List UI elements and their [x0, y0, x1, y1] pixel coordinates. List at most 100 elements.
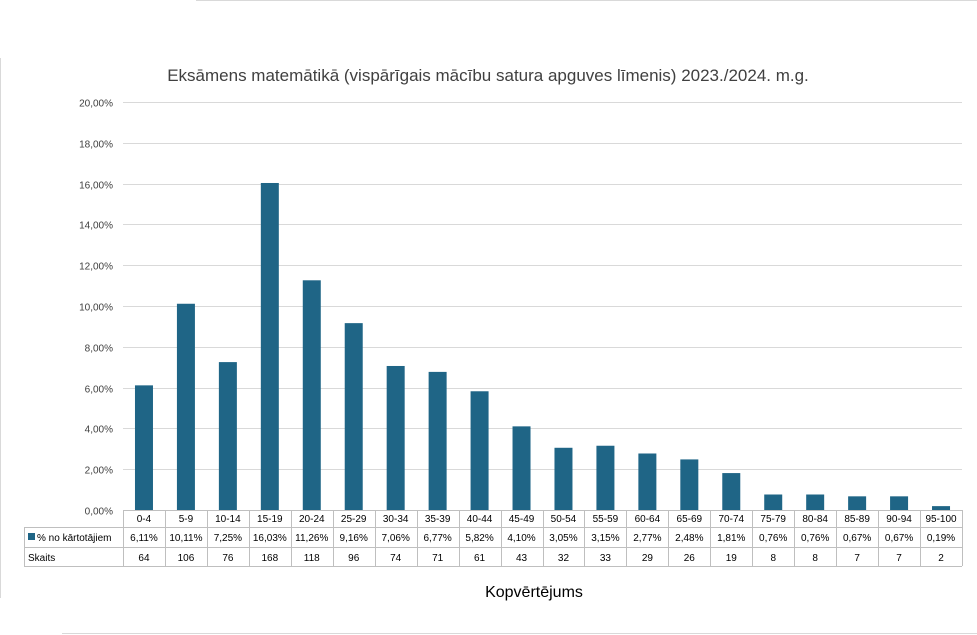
x-tick-label: 75-79	[760, 514, 786, 525]
bars	[134, 182, 951, 510]
x-tick-label: 25-29	[341, 514, 367, 525]
table-cell-count: 7	[896, 553, 902, 564]
table-cell-percent: 7,06%	[381, 533, 409, 544]
bar	[680, 459, 699, 510]
bar	[260, 182, 279, 510]
bar	[890, 496, 909, 510]
bar	[134, 385, 153, 510]
table-cell-percent: 11,26%	[295, 533, 328, 544]
bar	[806, 494, 825, 510]
table-cell-percent: 0,19%	[927, 533, 955, 544]
table-cell-percent: 6,77%	[423, 533, 451, 544]
x-tick-label: 5-9	[179, 514, 194, 525]
table-cell-percent: 2,77%	[633, 533, 661, 544]
table-cell-count: 29	[642, 553, 654, 564]
bar	[386, 365, 405, 510]
table-cell-count: 26	[684, 553, 696, 564]
table-cell-percent: 5,82%	[465, 533, 493, 544]
table-cell-count: 61	[474, 553, 486, 564]
x-tick-label: 35-39	[425, 514, 451, 525]
table-cell-count: 64	[138, 553, 150, 564]
x-tick-label: 65-69	[677, 514, 703, 525]
table-cell-percent: 9,16%	[340, 533, 368, 544]
table-cell-percent: 0,67%	[885, 533, 913, 544]
x-tick-label: 70-74	[718, 514, 744, 525]
data-table: % no kārtotājiem Skaits 0-4 6,11% 64 5-9 10,11…	[24, 510, 963, 567]
table-cell-count: 32	[558, 553, 570, 564]
x-tick-label: 30-34	[383, 514, 409, 525]
table-cell-percent: 6,11%	[130, 533, 158, 544]
x-axis-label: Kopvērtējums	[485, 584, 583, 601]
table-cell-count: 43	[516, 553, 528, 564]
table-cell-count: 8	[812, 553, 818, 564]
table-row-header-count: Skaits	[28, 553, 55, 564]
x-tick-label: 50-54	[551, 514, 577, 525]
gridlines	[123, 102, 962, 511]
table-cell-count: 8	[770, 553, 776, 564]
bar	[722, 473, 741, 510]
table-cell-count: 19	[726, 553, 738, 564]
y-tick-label: 6,00%	[85, 385, 113, 396]
y-tick-label: 10,00%	[79, 303, 113, 314]
table-cell-count: 96	[348, 553, 360, 564]
y-tick-label: 8,00%	[85, 344, 113, 355]
x-tick-label: 45-49	[509, 514, 535, 525]
bar	[428, 371, 447, 510]
y-tick-label: 20,00%	[79, 99, 113, 110]
x-tick-label: 95-100	[925, 514, 957, 525]
legend-series-label: % no kārtotājiem	[37, 533, 111, 544]
x-tick-label: 10-14	[215, 514, 241, 525]
x-tick-label: 55-59	[593, 514, 619, 525]
y-tick-label: 14,00%	[79, 221, 113, 232]
table-cell-count: 7	[854, 553, 860, 564]
table-cell-count: 74	[390, 553, 402, 564]
x-tick-label: 85-89	[844, 514, 870, 525]
bar	[302, 280, 321, 510]
x-tick-label: 20-24	[299, 514, 325, 525]
bar	[596, 445, 615, 510]
chart-title: Eksāmens matemātikā (vispārīgais mācību …	[167, 66, 809, 85]
bar	[176, 303, 195, 510]
table-cell-percent: 0,76%	[801, 533, 829, 544]
x-tick-label: 90-94	[886, 514, 912, 525]
legend-swatch	[28, 533, 35, 540]
table-cell-percent: 0,76%	[759, 533, 787, 544]
y-tick-label: 18,00%	[79, 140, 113, 151]
y-tick-label: 2,00%	[85, 466, 113, 477]
table-cell-percent: 1,81%	[717, 533, 745, 544]
bar	[848, 496, 867, 510]
table-cell-count: 2	[938, 553, 944, 564]
y-tick-label: 16,00%	[79, 181, 113, 192]
table-cell-count: 118	[304, 553, 320, 564]
x-tick-label: 80-84	[802, 514, 828, 525]
table-cell-percent: 3,15%	[591, 533, 619, 544]
bar	[344, 323, 363, 510]
y-axis-ticks: 0,00% 2,00% 4,00% 6,00% 8,00% 10,00% 12,00% 14,…	[79, 99, 113, 518]
x-tick-label: 40-44	[467, 514, 493, 525]
bar	[932, 506, 951, 510]
table-cell-percent: 2,48%	[675, 533, 703, 544]
table-cell-count: 76	[222, 553, 234, 564]
table-cell-percent: 3,05%	[549, 533, 577, 544]
table-cell-percent: 7,25%	[214, 533, 242, 544]
table-cell-count: 33	[600, 553, 612, 564]
table-cell-count: 71	[432, 553, 444, 564]
bar	[218, 362, 237, 510]
y-tick-label: 12,00%	[79, 262, 113, 273]
table-cell-count: 106	[178, 553, 195, 564]
bar	[554, 447, 573, 510]
x-tick-label: 15-19	[257, 514, 283, 525]
bar	[470, 391, 489, 510]
bar	[512, 426, 531, 510]
table-cell-percent: 0,67%	[843, 533, 871, 544]
table-cell-percent: 16,03%	[253, 533, 287, 544]
x-tick-label: 60-64	[635, 514, 661, 525]
bar	[764, 494, 783, 510]
table-cell-count: 168	[261, 553, 278, 564]
bar	[638, 453, 657, 510]
table-cell-percent: 4,10%	[507, 533, 535, 544]
x-tick-label: 0-4	[137, 514, 152, 525]
y-tick-label: 4,00%	[85, 425, 113, 436]
table-cell-percent: 10,11%	[169, 533, 202, 544]
